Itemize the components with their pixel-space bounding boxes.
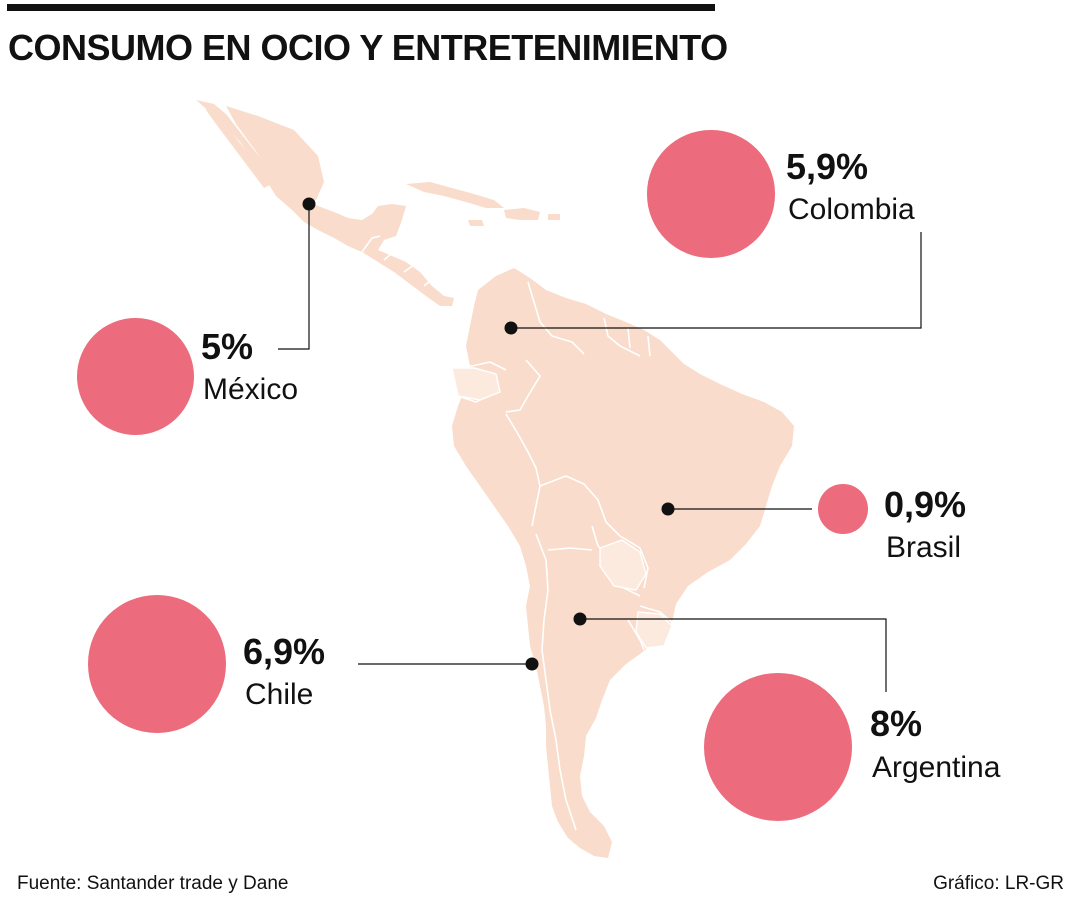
border-argentina-uruguay — [627, 619, 645, 651]
border-mexico-guatemala — [361, 235, 381, 253]
bubble-argentina — [704, 673, 852, 821]
leader-line-colombia — [511, 232, 922, 329]
label-colombia: Colombia — [788, 193, 915, 226]
marker-colombia — [504, 321, 518, 335]
country-borders — [361, 235, 675, 831]
border-paraguay-brazil — [619, 535, 649, 589]
region-ecuador — [451, 367, 501, 401]
border-venezuela-guyana — [603, 317, 641, 357]
location-markers — [302, 197, 675, 671]
landmass-mexico-central-america — [196, 100, 454, 306]
marker-argentina — [573, 612, 587, 626]
label-argentina: Argentina — [872, 751, 1001, 784]
landmass-mexico-mainland — [226, 106, 324, 204]
value-colombia: 5,9% — [786, 146, 869, 187]
bubble-colombia — [647, 130, 775, 258]
chart-title: CONSUMO EN OCIO Y ENTRETENIMIENTO — [8, 27, 728, 68]
border-bolivia-argentina — [547, 547, 593, 551]
credit-note: Gráfico: LR-GR — [933, 873, 1064, 894]
border-suriname-guiana — [647, 335, 651, 357]
border-guyana-suriname — [627, 327, 631, 349]
border-uruguay-brazil — [639, 605, 675, 625]
region-uruguay — [635, 611, 673, 649]
bubble-brasil — [818, 484, 868, 534]
border-colombia-ecuador — [452, 361, 507, 371]
leader-line-argentina — [580, 618, 887, 692]
island-puerto-rico — [548, 214, 560, 220]
border-peru-bolivia — [531, 485, 541, 527]
bubble-chile — [88, 595, 226, 733]
source-note: Fuente: Santander trade y Dane — [17, 873, 289, 894]
border-central-america-3 — [423, 275, 437, 287]
value-mexico: 5% — [201, 326, 254, 367]
value-argentina: 8% — [870, 703, 923, 744]
label-chile: Chile — [245, 678, 314, 711]
landmass-baja-california — [206, 104, 272, 188]
island-cuba — [406, 182, 504, 208]
island-hispaniola — [504, 208, 540, 220]
border-colombia-brazil — [505, 359, 541, 413]
leader-line-mexico — [278, 204, 310, 350]
border-peru-brazil — [505, 413, 541, 487]
top-rule — [7, 4, 715, 11]
border-bolivia-brazil — [539, 475, 621, 537]
marker-mexico — [302, 197, 316, 211]
light-regions — [451, 367, 673, 649]
label-mexico: México — [203, 373, 299, 406]
value-chile: 6,9% — [243, 631, 326, 672]
border-central-america-2 — [403, 261, 419, 273]
label-brasil: Brasil — [886, 531, 962, 564]
border-chile-argentina — [535, 533, 577, 831]
leader-lines — [278, 204, 922, 692]
value-brasil: 0,9% — [884, 484, 967, 525]
island-jamaica — [468, 220, 484, 226]
marker-chile — [525, 657, 539, 671]
marker-brasil — [661, 502, 675, 516]
border-colombia-venezuela — [527, 281, 585, 355]
bubble-mexico — [77, 318, 195, 436]
region-paraguay — [599, 539, 647, 591]
border-central-america-1 — [383, 247, 399, 261]
